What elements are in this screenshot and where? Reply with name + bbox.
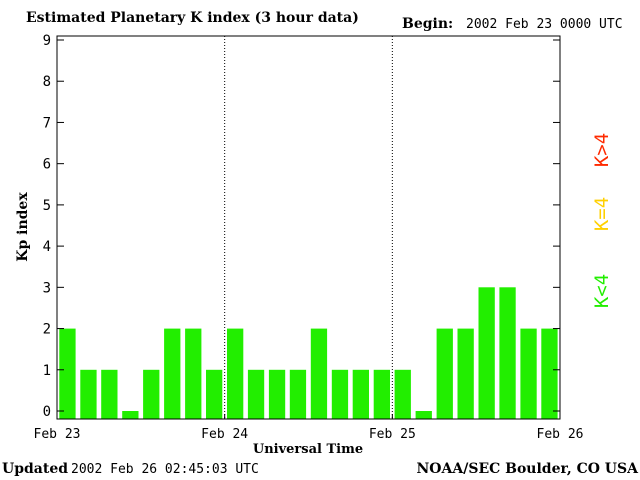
kp-bar	[143, 369, 160, 419]
x-axis-title: Universal Time	[253, 442, 363, 457]
x-tick-label: Feb 26	[537, 427, 584, 442]
kp-bar	[541, 328, 558, 419]
kp-bar	[436, 328, 453, 419]
day-separators	[224, 36, 393, 419]
chart-title: Estimated Planetary K index (3 hour data…	[26, 10, 359, 26]
y-tick-label: 2	[43, 322, 51, 338]
x-tick-label: Feb 23	[34, 427, 81, 442]
y-tick-label: 4	[43, 239, 51, 255]
x-tick-label: Feb 24	[201, 427, 248, 442]
updated-value: 2002 Feb 26 02:45:03 UTC	[71, 462, 259, 477]
y-tick-label: 6	[43, 157, 51, 173]
kp-bar	[268, 369, 286, 419]
legend-k-above-4: K>4	[591, 133, 613, 167]
y-tick-label: 1	[43, 363, 51, 379]
kp-bar	[289, 369, 307, 419]
kp-bar	[415, 411, 432, 419]
x-axis: Feb 23 Feb 24 Feb 25 Feb 26	[34, 414, 584, 442]
legend-k-below-4: K<4	[591, 274, 613, 308]
y-tick-label: 5	[43, 198, 51, 214]
updated-label: Updated	[2, 461, 68, 477]
kp-bar	[80, 369, 97, 419]
begin-value: 2002 Feb 23 0000 UTC	[466, 17, 623, 32]
kp-bar	[373, 369, 390, 419]
kp-bar	[247, 369, 265, 419]
y-tick-label: 3	[43, 280, 51, 296]
y-tick-label: 8	[43, 74, 51, 90]
y-tick-label: 9	[43, 33, 51, 49]
credit: NOAA/SEC Boulder, CO USA	[417, 461, 640, 477]
begin-label: Begin:	[402, 16, 453, 32]
kp-bar	[499, 287, 516, 419]
kp-bar	[520, 328, 537, 419]
kp-bar	[227, 328, 244, 419]
kp-bar	[185, 328, 202, 419]
kp-bar	[352, 369, 369, 419]
kp-bar	[101, 369, 118, 419]
kp-bar	[164, 328, 181, 419]
kp-bar	[122, 411, 139, 419]
plot-frame	[56, 35, 561, 420]
kp-bar	[331, 369, 349, 419]
kp-bar	[310, 328, 328, 419]
y-tick-label: 7	[43, 115, 51, 131]
bars-group	[59, 287, 558, 419]
kp-bar	[457, 328, 474, 419]
y-tick-label: 0	[43, 404, 51, 420]
kp-bar	[206, 369, 223, 419]
y-axis-title: Kp index	[15, 192, 31, 262]
kp-bar	[59, 328, 76, 419]
legend-k-equal-4: K=4	[591, 197, 613, 231]
y-axis: 0 1 2 3 4 5 6 7 8 9	[43, 33, 560, 420]
kp-bar	[478, 287, 495, 419]
x-tick-label: Feb 25	[369, 427, 416, 442]
kp-bar	[394, 369, 411, 419]
